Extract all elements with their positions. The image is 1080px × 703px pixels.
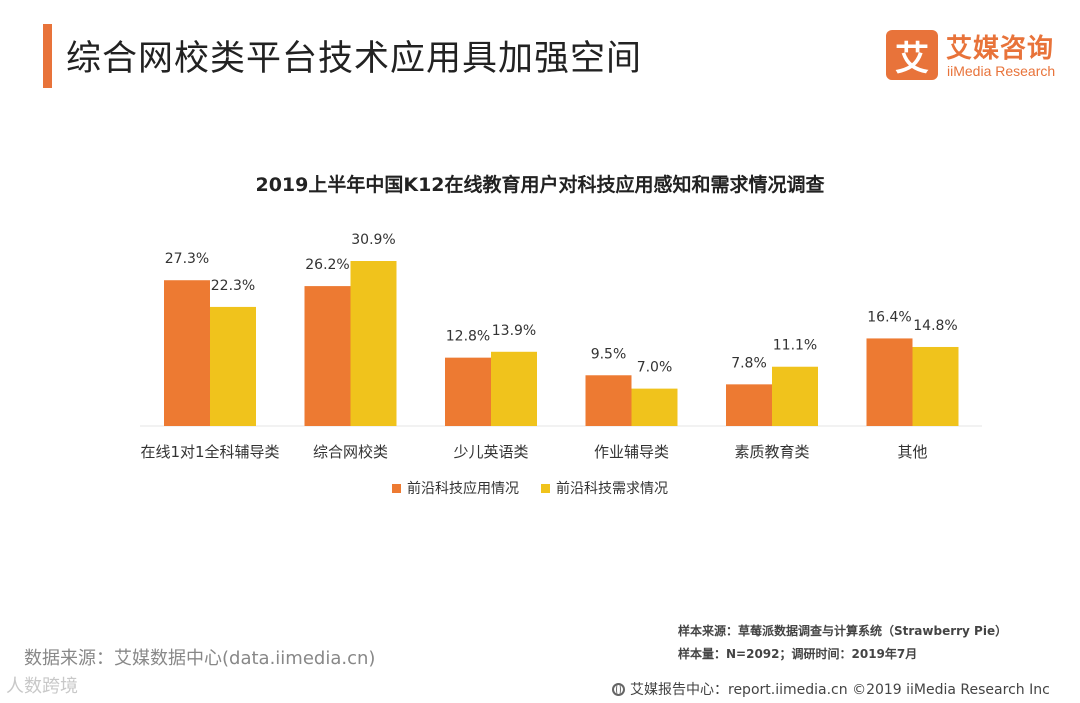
data-label-usage-5: 16.4%	[867, 309, 911, 325]
bar-demand-2	[491, 351, 537, 426]
data-source: 数据来源：艾媒数据中心(data.iimedia.cn)	[24, 648, 376, 669]
logo-name-en: iiMedia Research	[947, 63, 1056, 79]
bar-demand-5	[912, 346, 959, 426]
sample-source: 样本来源：草莓派数据调查与计算系统（Strawberry Pie）	[678, 624, 1008, 638]
report-center-footer: 艾媒报告中心：report.iimedia.cn ©2019 iiMedia R…	[612, 679, 1050, 699]
bar-usage-2	[445, 357, 491, 426]
chart-legend: 前沿科技应用情况 前沿科技需求情况	[392, 478, 690, 498]
category-label-0: 在线1对1全科辅导类	[140, 443, 279, 461]
legend-item-usage: 前沿科技应用情况	[392, 478, 519, 498]
globe-icon	[612, 682, 625, 696]
category-label-4: 素质教育类	[734, 443, 809, 461]
title-accent-bar	[43, 24, 52, 88]
legend-label-demand: 前沿科技需求情况	[556, 481, 668, 497]
category-label-2: 少儿英语类	[453, 443, 528, 461]
data-label-demand-3: 7.0%	[637, 360, 673, 376]
data-label-demand-4: 11.1%	[773, 338, 817, 354]
bar-demand-0	[210, 306, 256, 426]
data-label-usage-4: 7.8%	[731, 355, 767, 371]
chart-title: 2019上半年中国K12在线教育用户对科技应用感知和需求情况调查	[255, 174, 825, 196]
category-label-1: 综合网校类	[313, 443, 388, 461]
bar-usage-4	[726, 384, 772, 426]
category-label-3: 作业辅导类	[594, 443, 669, 461]
data-label-usage-3: 9.5%	[591, 346, 627, 362]
data-label-demand-5: 14.8%	[913, 318, 957, 334]
watermark: 人数跨境	[6, 676, 78, 697]
data-label-usage-2: 12.8%	[446, 329, 490, 345]
sample-size: 样本量：N=2092；调研时间：2019年7月	[678, 647, 918, 661]
category-label-5: 其他	[897, 443, 927, 461]
bar-usage-5	[866, 338, 913, 426]
legend-swatch-demand	[541, 483, 550, 493]
bar-usage-0	[164, 280, 210, 426]
data-label-demand-0: 22.3%	[211, 278, 255, 294]
report-center-text: 艾媒报告中心：report.iimedia.cn ©2019 iiMedia R…	[630, 682, 1050, 698]
data-label-demand-1: 30.9%	[351, 232, 395, 248]
bar-demand-4	[772, 366, 818, 426]
bar-demand-1	[350, 261, 397, 426]
legend-label-usage: 前沿科技应用情况	[407, 481, 519, 497]
legend-swatch-usage	[392, 483, 401, 493]
data-label-usage-0: 27.3%	[165, 251, 209, 267]
bar-demand-3	[631, 388, 678, 426]
page-title: 综合网校类平台技术应用具加强空间	[66, 39, 643, 79]
bar-usage-1	[304, 286, 351, 426]
logo-name-cn: 艾媒咨询	[946, 34, 1055, 64]
bar-usage-3	[585, 375, 632, 426]
logo-mark: 艾	[886, 30, 938, 80]
data-label-usage-1: 26.2%	[305, 257, 349, 273]
brand-logo: 艾 艾媒咨询 iiMedia Research	[886, 28, 1066, 84]
legend-item-demand: 前沿科技需求情况	[541, 478, 668, 498]
data-label-demand-2: 13.9%	[492, 323, 536, 339]
